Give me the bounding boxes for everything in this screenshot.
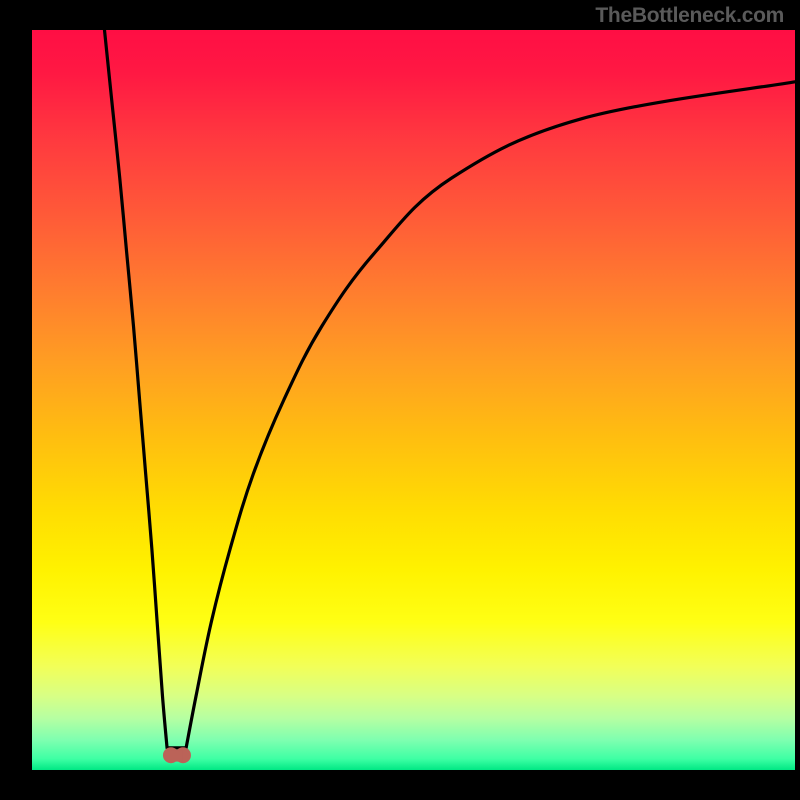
bottleneck-chart [0, 0, 800, 800]
watermark-text: TheBottleneck.com [595, 4, 784, 28]
chart-svg [0, 0, 800, 800]
chart-plot-bg [32, 30, 795, 770]
